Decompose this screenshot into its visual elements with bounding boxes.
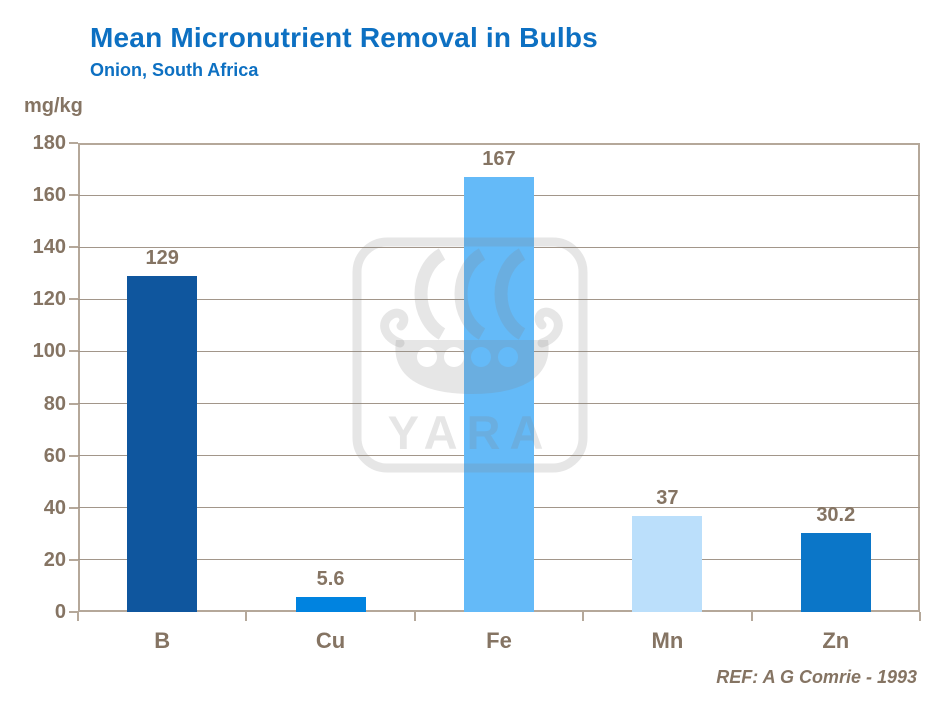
x-category-label: Fe [486, 628, 512, 653]
y-tick-mark [69, 194, 78, 197]
reference-note: REF: A G Comrie - 1993 [716, 667, 917, 687]
bar-value-label: 129 [145, 246, 179, 269]
bar-Mn [632, 515, 703, 612]
x-tick-mark [245, 612, 248, 621]
y-tick-mark [69, 506, 78, 509]
x-tick-mark [582, 612, 585, 621]
y-tick-label: 120 [32, 288, 66, 311]
y-tick-mark [69, 246, 78, 249]
bar-value-label: 5.6 [316, 568, 345, 591]
bar-Cu [295, 597, 366, 612]
chart-subtitle: Onion, South Africa [90, 60, 259, 80]
bar-Zn [800, 533, 871, 612]
y-tick-mark [69, 402, 78, 405]
x-tick-mark [77, 612, 79, 621]
y-tick-mark [69, 298, 78, 301]
x-tick-mark [750, 612, 753, 621]
y-axis-unit-label: mg/kg [24, 95, 83, 117]
bar-Fe [464, 176, 534, 612]
chart-title: Mean Micronutrient Removal in Bulbs [90, 22, 598, 53]
y-tick-label: 20 [43, 548, 66, 571]
y-tick-label: 180 [32, 132, 66, 154]
y-tick-mark [69, 611, 78, 613]
bar-value-label: 167 [482, 147, 516, 170]
y-tick-mark [69, 350, 78, 353]
x-tick-mark [413, 612, 416, 621]
x-tick-mark [919, 612, 921, 621]
y-tick-mark [69, 142, 78, 144]
x-category-label: Cu [315, 628, 346, 653]
y-tick-mark [69, 454, 78, 457]
y-tick-label: 0 [54, 601, 66, 623]
bar-value-label: 30.2 [816, 504, 856, 527]
bar-value-label: 37 [656, 486, 679, 509]
y-tick-label: 160 [32, 184, 66, 207]
y-tick-label: 140 [32, 236, 66, 259]
y-tick-label: 100 [32, 340, 66, 363]
y-tick-label: 40 [43, 496, 66, 519]
x-category-label: Zn [822, 628, 850, 653]
x-category-label: B [154, 628, 171, 653]
y-tick-label: 80 [43, 392, 66, 415]
bar-B [127, 275, 198, 612]
y-tick-mark [69, 558, 78, 561]
y-tick-label: 60 [43, 444, 66, 467]
x-category-label: Mn [651, 628, 684, 653]
